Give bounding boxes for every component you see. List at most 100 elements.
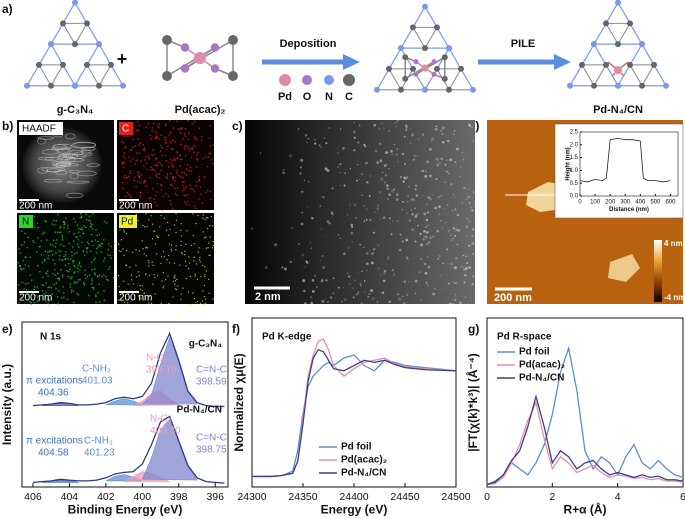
map-dot [72, 261, 74, 263]
atom-dot [367, 295, 369, 298]
map-dot [122, 293, 124, 295]
map-dot [176, 278, 178, 281]
map-dot [143, 292, 145, 294]
atom-dot [447, 282, 450, 285]
map-dot [167, 275, 169, 277]
map-dot [155, 158, 157, 160]
map-dot [173, 262, 176, 264]
map-dot [69, 277, 71, 279]
map-dot [21, 281, 23, 284]
o-atom [431, 59, 437, 65]
map-dot [145, 255, 148, 257]
atom-dot [458, 301, 462, 304]
map-dot [71, 275, 73, 278]
map-dot [107, 243, 110, 245]
atom-dot [405, 126, 408, 129]
panel-label: b) [2, 119, 13, 133]
atom-dot [328, 127, 331, 129]
map-dot [198, 180, 200, 182]
map-dot [40, 240, 43, 242]
map-dot [170, 203, 172, 205]
c-atom [410, 65, 416, 72]
atom-dot [341, 300, 343, 303]
map-dot [179, 158, 182, 161]
map-dot [137, 129, 139, 131]
atom-dot [393, 143, 396, 146]
y-axis-label: Height (nm) [566, 147, 572, 180]
atom-dot [404, 163, 406, 166]
map-dot [59, 225, 62, 227]
c-atom [615, 41, 621, 48]
atom-dot [326, 220, 330, 224]
map-dot [43, 231, 45, 234]
atom-dot [323, 137, 326, 139]
atom-dot [366, 262, 369, 266]
map-dot [151, 130, 153, 132]
map-dot [97, 276, 99, 278]
x-tick-label: 400 [635, 199, 646, 205]
map-dot [169, 262, 171, 264]
map-dot [70, 291, 73, 294]
map-dot [161, 256, 163, 258]
map-dot [74, 280, 76, 283]
chart-title: Pd R-space [497, 332, 552, 343]
atom-dot [283, 267, 287, 271]
map-dot [176, 187, 179, 189]
atom-dot [299, 166, 303, 169]
atom-dot [395, 125, 398, 128]
atom-dot [391, 269, 394, 271]
map-dot [43, 258, 46, 261]
atom-dot [331, 213, 334, 216]
map-dot [169, 158, 172, 161]
map-dot [206, 228, 209, 230]
atom-dot [383, 181, 387, 184]
map-dot [93, 286, 95, 289]
map-dot [143, 253, 145, 255]
map-dot [87, 241, 89, 243]
atom-dot [281, 266, 284, 269]
map-dot [88, 219, 90, 222]
map-dot [86, 251, 88, 253]
map-dot [208, 137, 211, 139]
atom-dot [454, 196, 456, 198]
map-dot [29, 301, 31, 303]
map-dot [124, 195, 127, 198]
map-dot [187, 120, 189, 122]
map-dot [52, 259, 54, 261]
map-dot [42, 284, 45, 287]
map-dot [58, 250, 60, 252]
map-dot [64, 222, 66, 225]
atom-dot [456, 147, 459, 151]
map-dot [197, 152, 199, 154]
map-dot [19, 252, 21, 254]
map-dot [58, 290, 60, 292]
atom-dot [391, 189, 393, 191]
map-dot [205, 156, 207, 158]
map-dot [150, 302, 153, 304]
atom-dot [344, 298, 347, 301]
map-dot [174, 277, 176, 279]
atom-dot [395, 153, 399, 156]
atom-dot [433, 226, 436, 229]
atom-dot [403, 302, 406, 306]
map-dot [203, 295, 205, 298]
c-atom [434, 65, 440, 72]
map-dot [138, 124, 141, 127]
map-dot [153, 169, 155, 171]
series-label: C=N-C [196, 433, 227, 444]
atom-dot [473, 140, 475, 142]
peak-label: 398.75 [196, 445, 227, 456]
map-dot [61, 259, 64, 261]
colorbar-label: -4 nm [664, 293, 685, 302]
atom-dot [306, 142, 308, 144]
map-dot [198, 247, 200, 249]
map-dot [145, 126, 147, 128]
map-dot [58, 277, 60, 280]
atom-dot [396, 220, 399, 222]
map-dot [190, 170, 193, 172]
map-dot [45, 272, 48, 275]
map-dot [101, 242, 104, 245]
map-dot [184, 201, 186, 203]
map-dot [171, 165, 173, 168]
arrow-head [343, 54, 360, 70]
